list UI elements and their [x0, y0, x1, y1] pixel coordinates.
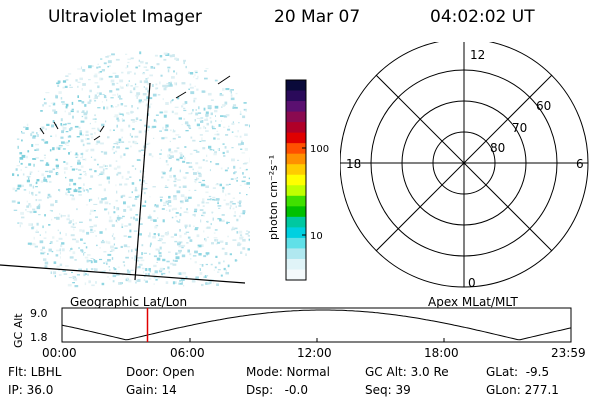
coastline-segment — [93, 135, 101, 141]
y-tick-9: 9.0 — [30, 307, 48, 320]
gain-info: Gain: 14 — [126, 383, 177, 397]
x-tick-1800: 18:00 — [424, 346, 459, 360]
colorbar-segment — [286, 206, 306, 218]
horizon-line — [0, 264, 246, 284]
coastline-segment — [99, 125, 105, 133]
door-info: Door: Open — [126, 365, 195, 379]
colorbar-segment — [286, 143, 306, 155]
colorbar-segment — [286, 174, 306, 186]
x-tick-0600: 06:00 — [170, 346, 205, 360]
mode-info: Mode: Normal — [246, 365, 330, 379]
coastline-segment — [53, 121, 59, 130]
lat-label-80: 80 — [490, 141, 505, 155]
y-tick-1-8: 1.8 — [30, 331, 48, 344]
colorbar-tick-100: 100 — [310, 144, 329, 155]
colorbar-segment — [286, 101, 306, 113]
colorbar-segment — [286, 248, 306, 260]
x-tick-0000: 00:00 — [42, 346, 77, 360]
mlt-label-18: 18 — [346, 157, 361, 171]
coastline-segment — [39, 127, 45, 135]
colorbar-segment — [286, 90, 306, 102]
coastline-segment — [217, 75, 231, 85]
colorbar-segment — [286, 269, 306, 281]
time-label: 04:02:02 UT — [430, 7, 535, 27]
colorbar-segment — [286, 80, 306, 92]
colorbar-segment — [286, 227, 306, 239]
lat-label-60: 60 — [536, 99, 551, 113]
mlt-label-12: 12 — [470, 48, 485, 62]
geographic-label: Geographic Lat/Lon — [70, 295, 188, 309]
colorbar-segment — [286, 122, 306, 134]
seq-info: Seq: 39 — [365, 383, 411, 397]
instrument-title: Ultraviolet Imager — [48, 7, 202, 27]
mlt-label-0: 0 — [468, 276, 476, 290]
timeline-axis-title: GC Alt — [12, 313, 25, 348]
ip-info: IP: 36.0 — [8, 383, 54, 397]
polar-plot: 12 18 6 0 60 70 80 — [340, 42, 589, 290]
colorbar-segment — [286, 216, 306, 228]
colorbar-segment — [286, 111, 306, 123]
apex-label: Apex MLat/MLT — [428, 295, 518, 309]
glon-info: GLon: 277.1 — [486, 383, 559, 397]
gc-alt-info: GC Alt: 3.0 Re — [365, 365, 449, 379]
colorbar-segment — [286, 185, 306, 197]
colorbar-tick-10: 10 — [310, 231, 323, 242]
colorbar-segment — [286, 195, 306, 207]
lat-label-70: 70 — [512, 121, 527, 135]
filter-info: Flt: LBHL — [8, 365, 62, 379]
colorbar-segment — [286, 153, 306, 165]
colorbar-segment — [286, 237, 306, 250]
colorbar-segment — [286, 132, 306, 144]
terminator-line — [134, 82, 151, 281]
mlt-label-6: 6 — [576, 157, 584, 171]
glat-info: GLat: -9.5 — [486, 365, 550, 379]
dsp-info: Dsp: -0.0 — [246, 383, 309, 397]
color-scale-bar — [286, 80, 306, 281]
colorbar-axis-label: photon cm⁻²s⁻¹ — [267, 155, 280, 240]
altitude-curve — [61, 309, 572, 341]
coastline-segment — [175, 91, 187, 99]
colorbar-segment — [286, 164, 306, 176]
colorbar-segment — [286, 258, 306, 271]
x-tick-1200: 12:00 — [297, 346, 332, 360]
color-scale: 100 10 photon cm⁻²s⁻¹ — [267, 79, 329, 281]
uv-image-panel — [0, 51, 250, 288]
orbit-altitude-plot: GC Alt 9.0 1.8 — [12, 307, 572, 348]
date-label: 20 Mar 07 — [274, 7, 361, 27]
uv-image-dots — [11, 51, 250, 288]
x-tick-2359: 23:59 — [551, 346, 586, 360]
